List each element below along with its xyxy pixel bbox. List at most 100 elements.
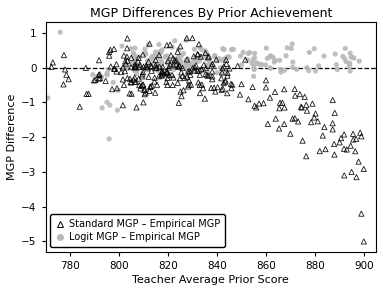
Point	[177, 89, 183, 94]
Point	[175, 58, 181, 63]
Point	[151, 65, 157, 69]
Point	[139, 72, 146, 77]
Point	[350, 137, 356, 142]
Point	[348, 143, 354, 148]
Point	[121, 83, 127, 87]
Point	[245, 97, 251, 102]
Point	[142, 87, 148, 92]
Point	[200, 86, 206, 91]
Point	[173, 58, 179, 63]
Point	[111, 66, 117, 71]
Point	[168, 53, 174, 58]
Point	[299, 105, 305, 110]
Point	[204, 63, 210, 67]
Point	[178, 62, 184, 67]
Point	[163, 69, 169, 74]
Point	[344, 147, 350, 152]
Point	[159, 69, 165, 74]
Point	[124, 58, 131, 63]
Point	[124, 36, 130, 41]
Point	[83, 65, 89, 70]
Point	[300, 138, 306, 143]
Point	[289, 41, 295, 46]
Point	[104, 100, 110, 105]
Point	[271, 60, 277, 65]
Point	[252, 55, 258, 60]
Point	[121, 53, 127, 58]
Point	[83, 91, 90, 96]
Point	[133, 55, 139, 59]
Point	[106, 137, 112, 141]
Point	[292, 116, 298, 121]
Point	[133, 63, 139, 68]
Point	[158, 73, 164, 78]
Point	[223, 58, 229, 62]
Point	[247, 50, 253, 55]
Point	[151, 60, 157, 65]
Point	[164, 61, 170, 65]
Point	[184, 57, 190, 62]
Point	[128, 65, 134, 69]
Point	[175, 49, 181, 54]
Point	[302, 95, 308, 99]
Point	[332, 110, 338, 115]
Point	[157, 65, 164, 70]
Point	[276, 106, 282, 111]
Point	[134, 67, 141, 72]
Point	[221, 57, 227, 62]
Point	[140, 100, 146, 105]
Point	[134, 62, 140, 67]
Point	[142, 51, 148, 56]
Point	[137, 62, 143, 67]
Point	[173, 62, 179, 67]
Point	[221, 64, 227, 69]
Point	[311, 115, 317, 120]
Point	[203, 72, 209, 77]
Point	[128, 55, 134, 60]
Point	[185, 57, 191, 62]
Point	[350, 131, 356, 136]
Point	[316, 64, 322, 68]
Point	[209, 69, 215, 74]
Point	[111, 67, 118, 71]
Point	[145, 43, 151, 47]
Point	[208, 63, 214, 68]
Point	[105, 67, 111, 72]
Point	[156, 64, 162, 69]
Point	[304, 65, 310, 70]
Point	[265, 121, 271, 126]
Point	[256, 62, 262, 67]
Point	[347, 61, 353, 65]
Point	[143, 52, 149, 56]
Point	[50, 60, 56, 65]
Point	[223, 61, 229, 66]
Point	[152, 55, 159, 59]
Point	[130, 51, 136, 56]
Point	[295, 119, 301, 124]
Point	[196, 58, 203, 63]
Point	[108, 64, 114, 69]
Y-axis label: MGP Difference: MGP Difference	[7, 94, 17, 180]
Point	[273, 116, 279, 121]
Point	[183, 38, 189, 43]
Point	[106, 50, 112, 54]
Point	[124, 46, 130, 51]
Point	[164, 83, 170, 87]
Point	[189, 64, 195, 68]
Point	[239, 62, 245, 67]
Point	[206, 72, 212, 76]
Point	[281, 87, 287, 91]
Point	[183, 58, 190, 62]
Point	[165, 71, 172, 76]
Point	[321, 54, 327, 58]
Point	[201, 68, 208, 73]
Point	[187, 70, 193, 75]
Point	[186, 82, 192, 87]
Point	[139, 83, 146, 87]
Point	[164, 71, 170, 76]
Point	[152, 64, 158, 68]
Point	[220, 46, 226, 51]
Point	[355, 159, 362, 164]
Point	[290, 116, 296, 121]
Point	[263, 78, 269, 83]
